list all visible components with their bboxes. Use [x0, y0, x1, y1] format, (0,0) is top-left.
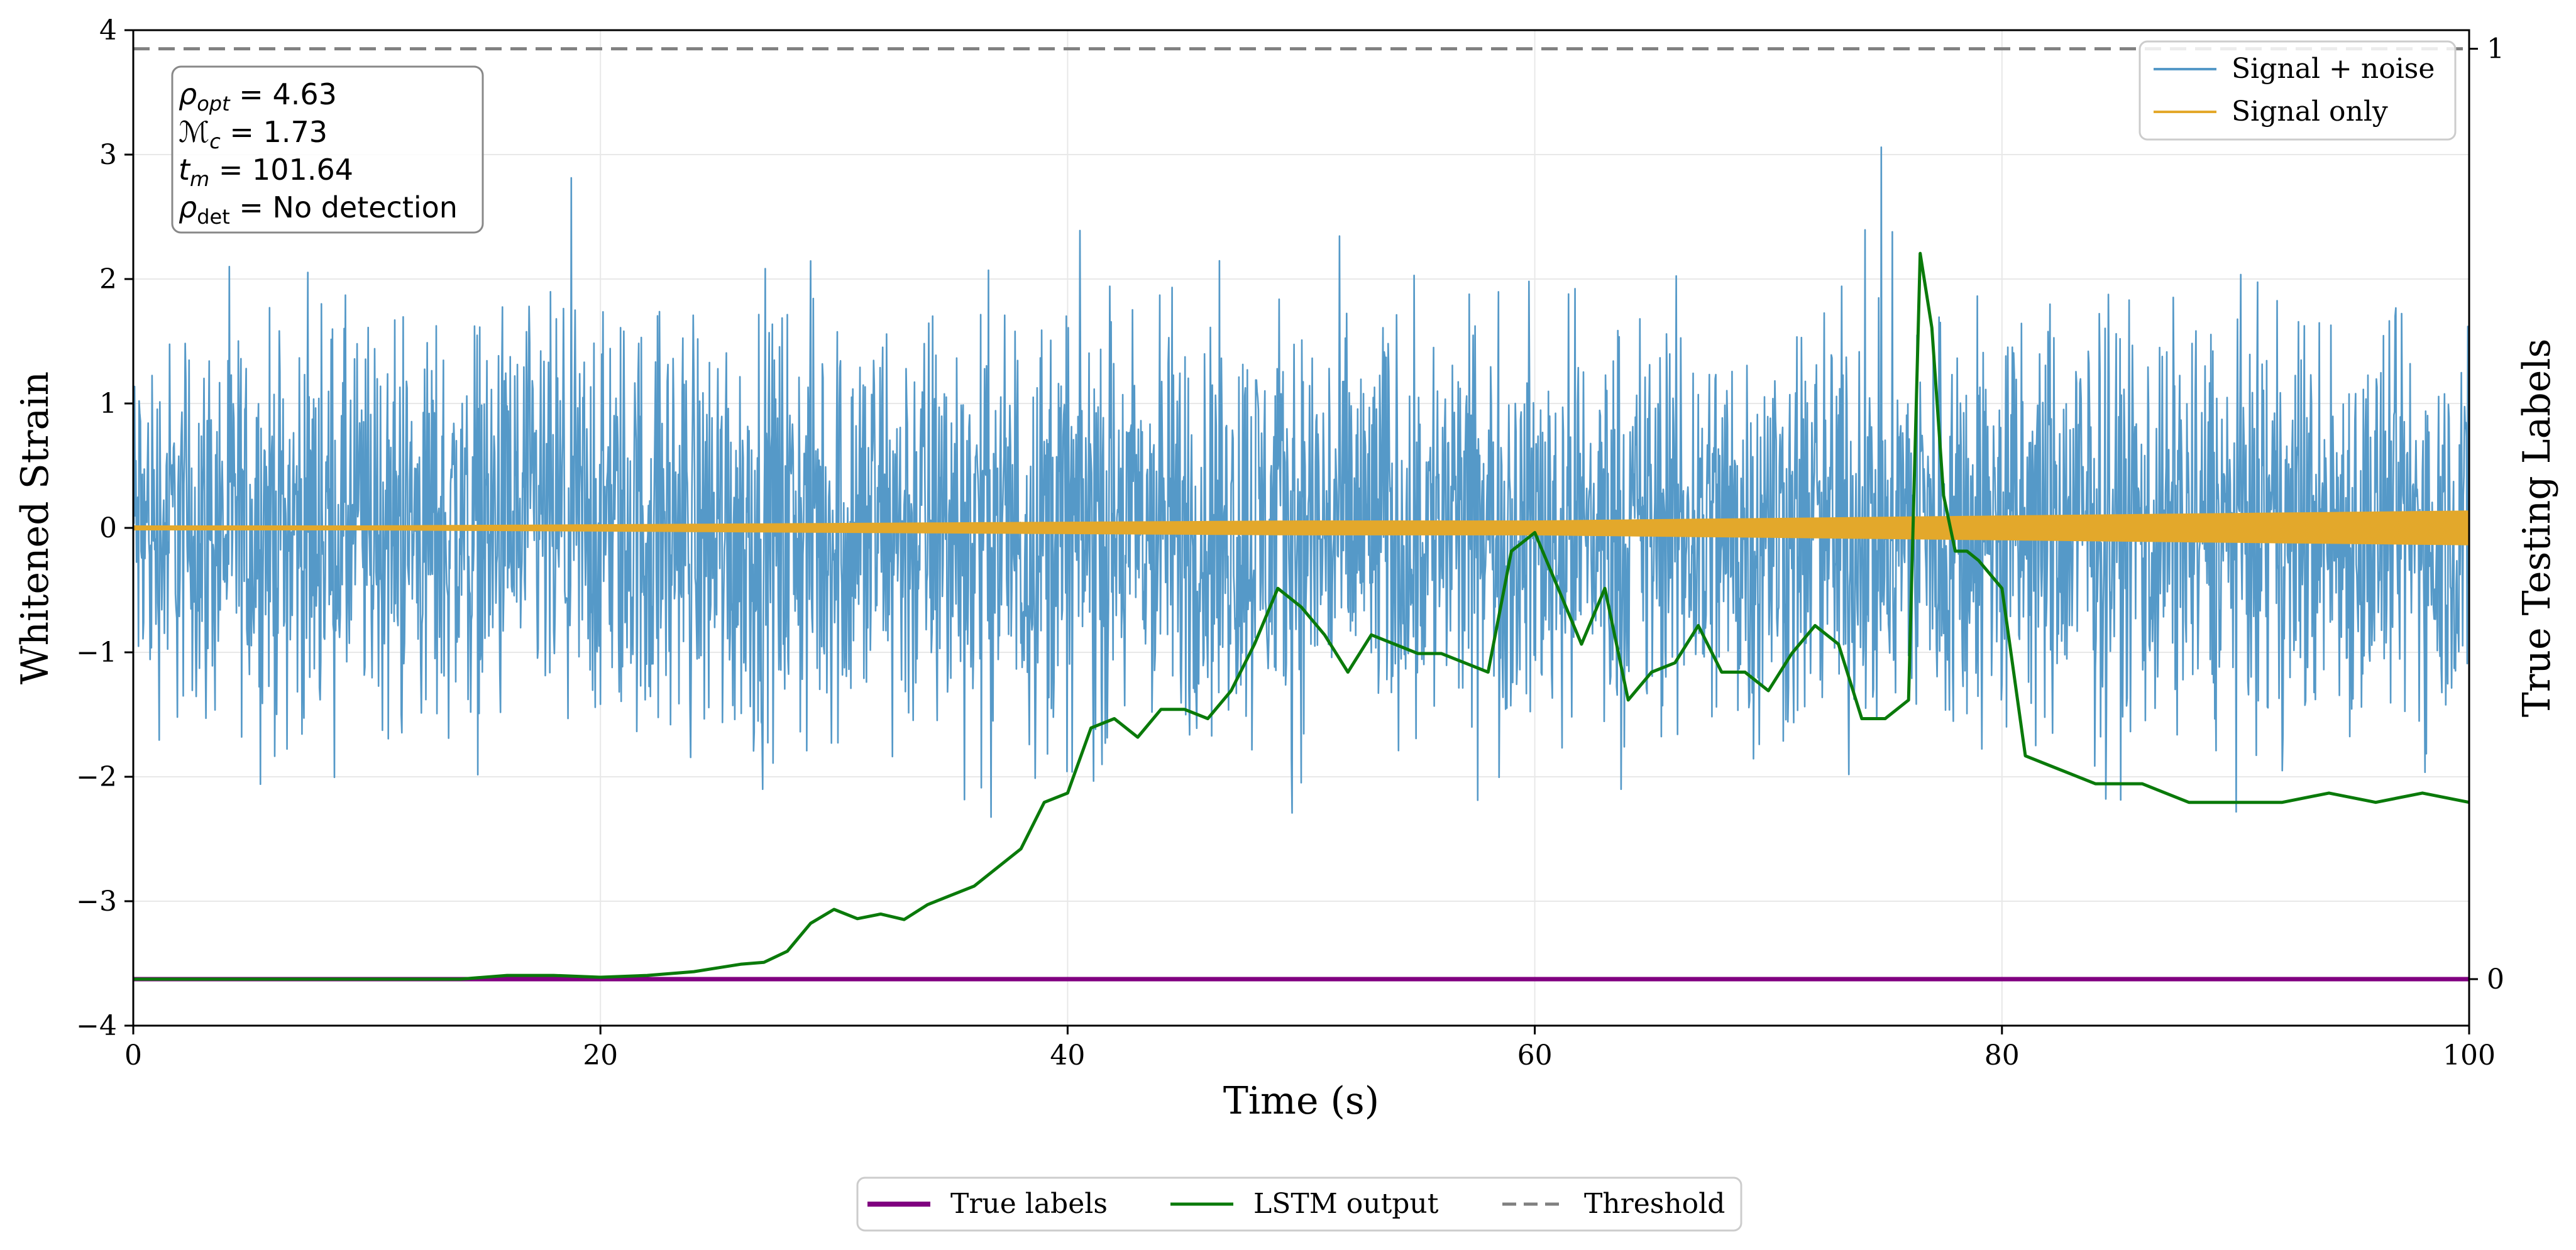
x-tick-label: 0	[124, 1039, 142, 1072]
x-tick-label: 20	[583, 1039, 618, 1072]
y-tick-label: 0	[99, 512, 117, 544]
x-tick-label: 60	[1517, 1039, 1553, 1072]
info-rho-det: ρdet = No detection	[179, 190, 458, 229]
legend-bottom: True labels LSTM output Threshold	[856, 1176, 1742, 1232]
x-tick-label: 80	[1984, 1039, 2020, 1072]
y-right-tick-label: 1	[2487, 33, 2504, 65]
y-tick-label: 4	[99, 14, 117, 47]
y-right-tick-label: 0	[2487, 963, 2504, 995]
x-axis-label: Time (s)	[1223, 1079, 1379, 1123]
y-tick-label: −2	[76, 761, 117, 793]
info-merger-time: tm = 101.64	[179, 153, 353, 191]
y-tick-label: −1	[76, 637, 117, 669]
lstm-output-line	[133, 251, 2469, 981]
legend-label-signal-noise: Signal + noise	[2232, 53, 2435, 85]
y-right-axis-label: True Testing Labels	[2515, 339, 2559, 718]
signal-noise-series	[133, 146, 2469, 818]
legend-label-signal-only: Signal only	[2232, 96, 2388, 128]
x-tick-label: 40	[1050, 1039, 1085, 1072]
y-tick-label: −4	[76, 1010, 117, 1042]
y-axis-label: Whitened Strain	[13, 371, 57, 684]
y-tick-label: 1	[99, 388, 117, 420]
info-box: ρopt = 4.63 ℳc = 1.73 tm = 101.64 ρdet =…	[171, 65, 484, 234]
info-rho-opt: ρopt = 4.63	[179, 77, 337, 116]
legend-label-lstm-output: LSTM output	[1253, 1188, 1439, 1220]
legend-label-true-labels: True labels	[950, 1188, 1108, 1220]
legend-top: Signal + noise Signal only	[2138, 40, 2457, 141]
y-tick-label: −3	[76, 885, 117, 918]
plot-area	[133, 47, 2469, 982]
y-tick-label: 3	[99, 139, 117, 171]
signal-only-series	[133, 510, 2469, 546]
y-tick-label: 2	[99, 263, 117, 295]
x-tick-label: 100	[2443, 1039, 2496, 1072]
legend-label-threshold: Threshold	[1584, 1188, 1725, 1220]
info-chirp-mass: ℳc = 1.73	[179, 115, 328, 153]
